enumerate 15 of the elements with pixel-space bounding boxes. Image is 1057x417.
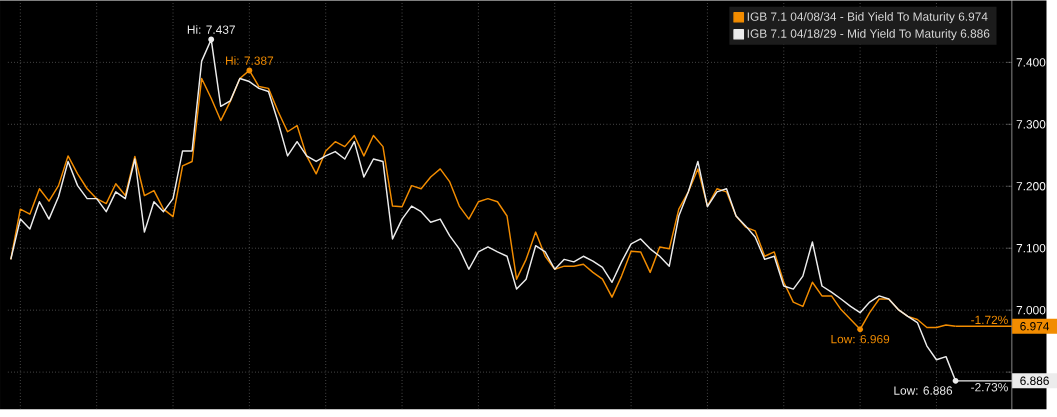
y-tick-label: 7.200: [1016, 181, 1046, 191]
text: 6.974: [1020, 321, 1050, 331]
data-label: Hi: 7.437: [187, 24, 235, 34]
text: 6.886: [1020, 376, 1049, 385]
text: -2.73%: [971, 382, 1008, 392]
text: -1.72%: [971, 315, 1008, 324]
data-label: Low: 6.886: [894, 386, 953, 395]
data-label: Low: 6.969: [831, 334, 890, 344]
legend-label: IGB 7.1 04/08/34 - Bid Yield To Maturity 6.974: [747, 11, 988, 23]
data-label: Hi: 7.387: [226, 55, 274, 65]
y-tick-label: 7.300: [1016, 119, 1046, 129]
y-tick-label: 7.000: [1016, 305, 1046, 315]
legend-label: IGB 7.1 04/18/29 - Mid Yield To Maturity 6.886: [747, 28, 990, 40]
y-tick-label: 7.400: [1016, 57, 1046, 67]
y-tick-label: 7.100: [1016, 243, 1046, 253]
